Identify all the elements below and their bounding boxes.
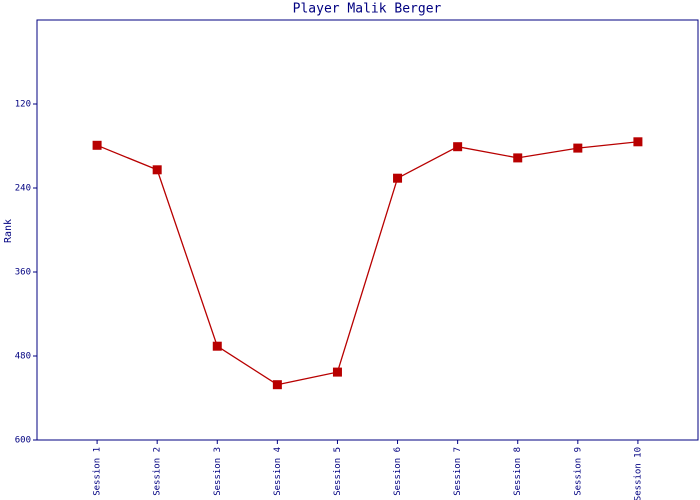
y-tick-label: 360 <box>15 268 31 278</box>
y-tick-label: 480 <box>15 352 31 362</box>
point-marker <box>332 367 342 377</box>
point-marker <box>573 143 583 153</box>
y-tick-label: 240 <box>15 184 31 194</box>
point-marker <box>393 173 403 183</box>
point-marker <box>152 165 162 175</box>
x-tick-label: Session 8 <box>513 447 523 496</box>
point-marker <box>212 341 222 351</box>
point-marker <box>272 380 282 390</box>
point-marker <box>453 142 463 152</box>
plot-frame <box>36 19 699 441</box>
x-tick-label: Session 10 <box>633 447 643 500</box>
series-line <box>96 141 638 386</box>
x-tick-label: Session 9 <box>573 447 583 496</box>
x-tick-label: Session 2 <box>153 447 163 496</box>
point-marker <box>633 137 643 147</box>
x-tick-label: Session 4 <box>273 447 283 496</box>
x-tick-label: Session 1 <box>93 447 103 496</box>
x-tick-label: Session 3 <box>213 447 223 496</box>
y-tick-label: 600 <box>15 436 31 446</box>
x-tick-label: Session 6 <box>393 447 403 496</box>
y-axis-label: Rank <box>3 219 14 243</box>
point-marker <box>92 140 102 150</box>
x-tick-label: Session 7 <box>453 447 463 496</box>
point-marker <box>513 153 523 163</box>
y-tick-label: 120 <box>15 100 31 110</box>
x-tick-label: Session 5 <box>333 447 343 496</box>
chart-title: Player Malik Berger <box>293 2 442 17</box>
